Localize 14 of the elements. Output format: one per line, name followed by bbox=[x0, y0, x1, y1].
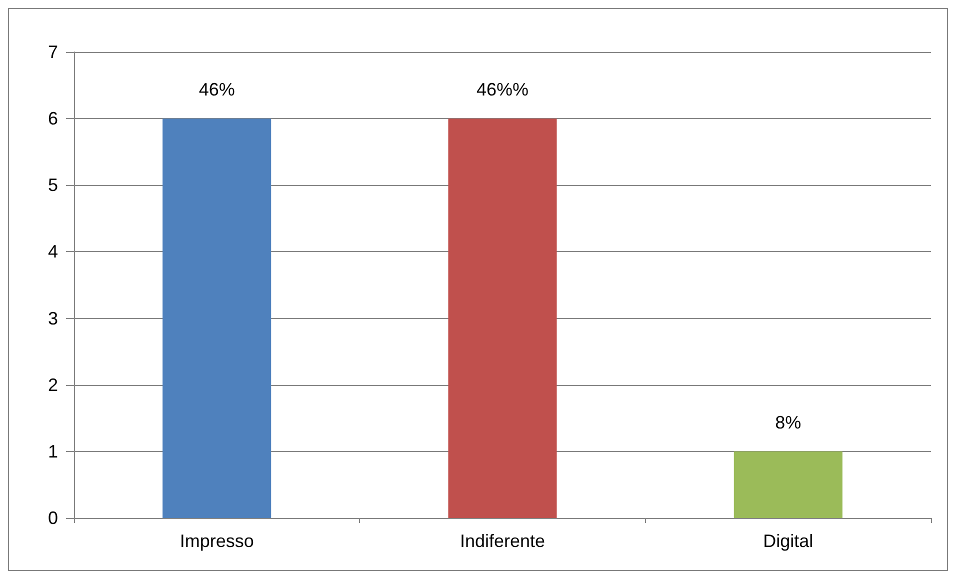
x-tick-label: Digital bbox=[763, 531, 814, 551]
y-tick-label: 7 bbox=[48, 42, 58, 62]
y-tick-label: 1 bbox=[48, 441, 58, 462]
y-tick-label: 6 bbox=[48, 108, 58, 129]
y-tick-label: 2 bbox=[48, 374, 58, 395]
y-tick-label: 4 bbox=[48, 242, 58, 262]
annotation: 46% bbox=[198, 80, 235, 100]
y-tick-label: 3 bbox=[48, 308, 58, 328]
y-tick-label: 0 bbox=[48, 508, 58, 528]
x-tick-label: Impresso bbox=[180, 531, 254, 551]
y-tick-label: 5 bbox=[48, 175, 58, 196]
x-tick-label: Indiferente bbox=[460, 531, 546, 551]
annotation: 8% bbox=[775, 412, 802, 432]
annotation: 46%% bbox=[476, 80, 529, 100]
